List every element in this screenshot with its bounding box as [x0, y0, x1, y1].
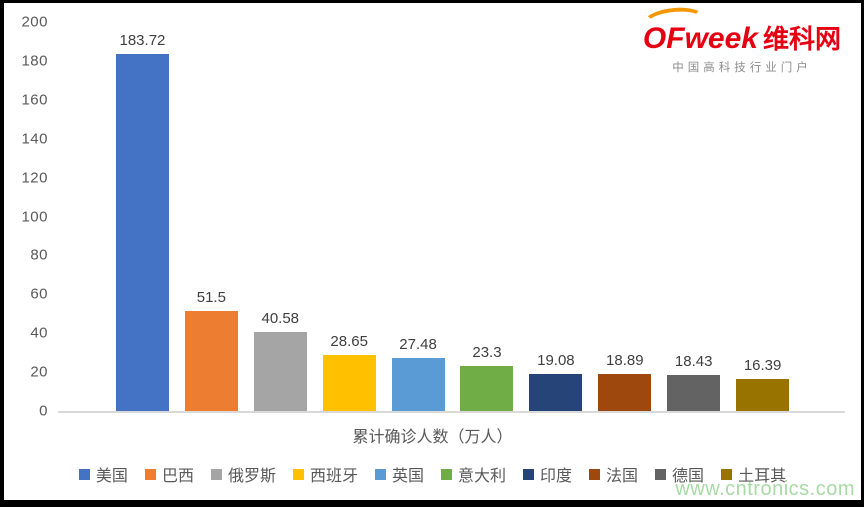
bar-value-label: 27.48: [399, 335, 437, 353]
y-tick-label: 60: [30, 285, 48, 303]
plot-area: 0 20 40 60 80 100 120 140 160 180 200 183.72 51.5 40…: [21, 14, 845, 420]
legend-marker-icon: [374, 468, 386, 480]
legend-label: 土耳其: [738, 468, 787, 485]
bar: [322, 355, 376, 411]
legend-marker-icon: [441, 468, 452, 480]
logo-brand-cn-text: 维科网: [762, 24, 841, 54]
bar-slot: 27.48: [384, 22, 453, 411]
legend: 美国 巴西 俄罗斯 西班牙 英国 意大利 印度 法国 德国 土耳其: [4, 462, 861, 486]
legend-item: 意大利: [441, 462, 506, 486]
y-tick-label: 20: [30, 363, 48, 381]
ofweek-logo: OFweek 维科网 中国高科技行业门户: [641, 4, 841, 75]
legend-label: 巴西: [161, 468, 194, 485]
legend-label: 英国: [391, 468, 424, 485]
legend-marker-icon: [655, 468, 667, 480]
legend-label: 法国: [606, 468, 639, 485]
bar-value-label: 16.39: [743, 357, 782, 375]
legend-label: 俄罗斯: [227, 468, 276, 485]
bar-value-label: 18.89: [606, 352, 644, 370]
y-tick-label: 140: [21, 130, 48, 148]
bar: [529, 373, 583, 411]
y-tick-label: 160: [21, 91, 48, 109]
legend-marker-icon: [721, 468, 733, 480]
legend-label: 意大利: [458, 468, 507, 485]
bar-value-label: 40.58: [261, 310, 300, 328]
legend-item: 西班牙: [292, 462, 358, 486]
y-tick-label: 0: [39, 402, 48, 420]
legend-label: 德国: [672, 468, 705, 485]
bar-slot: 18.43: [659, 22, 728, 411]
bar-value-label: 18.43: [674, 353, 713, 371]
x-axis-title: 累计确诊人数（万人）: [352, 429, 513, 446]
logo-brand-line: OFweek 维科网: [641, 4, 841, 56]
bar-value-label: 28.65: [330, 333, 368, 351]
legend-marker-icon: [210, 468, 222, 480]
y-tick-label: 200: [21, 13, 48, 31]
logo-tagline: 中国高科技行业门户: [672, 62, 812, 74]
legend-item: 巴西: [144, 462, 194, 486]
legend-item: 德国: [655, 462, 704, 486]
bar: [391, 357, 445, 411]
legend-label: 西班牙: [309, 468, 358, 485]
bar-value-label: 19.08: [537, 351, 575, 369]
bar-value-label: 23.3: [472, 343, 502, 361]
chart-canvas: 0 20 40 60 80 100 120 140 160 180 200 183.72 51.5 40…: [4, 3, 861, 500]
legend-item: 美国: [78, 462, 128, 486]
y-axis: 0 20 40 60 80 100 120 140 160 180 200: [4, 14, 48, 420]
bar-slot: 19.08: [521, 22, 590, 411]
bar-slot: 18.89: [590, 22, 659, 411]
legend-item: 印度: [523, 462, 572, 486]
bar: [598, 374, 652, 411]
legend-item: 俄罗斯: [210, 462, 276, 486]
bar-value-label: 51.5: [196, 288, 226, 306]
logo-brand-text: OFweek: [642, 22, 758, 55]
legend-marker-icon: [144, 468, 156, 480]
bar-slot: 51.5: [177, 22, 246, 411]
legend-marker-icon: [292, 468, 304, 480]
bar: [667, 375, 721, 411]
legend-item: 英国: [374, 462, 424, 486]
bar-value-label: 183.72: [119, 31, 166, 49]
y-tick-label: 40: [30, 324, 48, 342]
bar-slot: 16.39: [728, 22, 797, 411]
y-tick-label: 80: [30, 246, 48, 264]
bar-slot: 28.65: [315, 22, 384, 411]
bar-slot: 23.3: [453, 22, 522, 411]
legend-marker-icon: [523, 468, 535, 480]
bar: [736, 379, 790, 411]
bars: 183.72 51.5 40.58 28.65 27.48 23.3 19.08 18.89 1…: [108, 22, 797, 411]
legend-label: 印度: [540, 468, 573, 485]
legend-marker-icon: [78, 468, 90, 480]
bar: [184, 310, 238, 411]
bar: [253, 332, 307, 411]
bar: [115, 53, 169, 411]
y-tick-label: 100: [21, 208, 48, 225]
bar: [460, 365, 514, 411]
y-tick-label: 180: [21, 52, 48, 70]
y-tick-label: 120: [21, 169, 48, 187]
legend-label: 美国: [95, 468, 128, 485]
bar-slot: 183.72: [108, 22, 177, 411]
legend-marker-icon: [589, 468, 601, 480]
bar-slot: 40.58: [246, 22, 315, 411]
legend-item: 土耳其: [721, 462, 786, 486]
legend-item: 法国: [589, 462, 638, 486]
